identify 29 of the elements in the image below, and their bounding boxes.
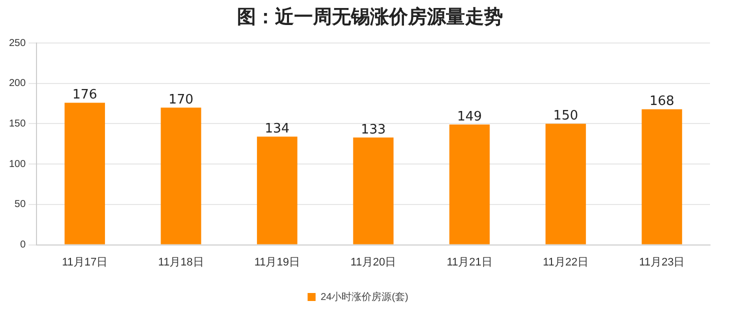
chart-title: 图：近一周无锡涨价房源量走势	[236, 5, 504, 30]
bar	[256, 136, 298, 244]
y-tick-label: 50	[14, 199, 26, 210]
x-tick-label: 11月21日	[446, 256, 492, 268]
legend-label: 24小时涨价房源(套)	[320, 290, 408, 303]
x-tick-label: 11月18日	[158, 256, 204, 268]
y-tick-label: 150	[8, 118, 26, 130]
data-label: 133	[360, 122, 386, 138]
x-tick-label: 11月20日	[350, 256, 396, 268]
y-tick-label: 200	[8, 78, 26, 90]
y-tick-label: 0	[20, 240, 26, 251]
x-tick-label: 11月17日	[62, 256, 108, 268]
x-tick-label: 11月22日	[542, 256, 589, 268]
bar	[546, 124, 586, 244]
bar	[449, 124, 490, 244]
bar	[160, 108, 202, 244]
bar	[353, 137, 394, 244]
x-tick-label: 11月19日	[254, 256, 300, 268]
data-label: 168	[649, 94, 674, 110]
data-label: 134	[264, 122, 290, 137]
y-tick-label: 100	[8, 158, 26, 170]
x-tick-label: 11月23日	[639, 256, 685, 268]
bar	[642, 109, 682, 244]
data-label: 150	[553, 108, 578, 124]
bar	[64, 102, 105, 244]
data-label: 170	[168, 92, 194, 108]
data-label: 176	[72, 88, 98, 103]
y-tick-label: 250	[8, 38, 26, 49]
data-label: 149	[457, 109, 482, 124]
